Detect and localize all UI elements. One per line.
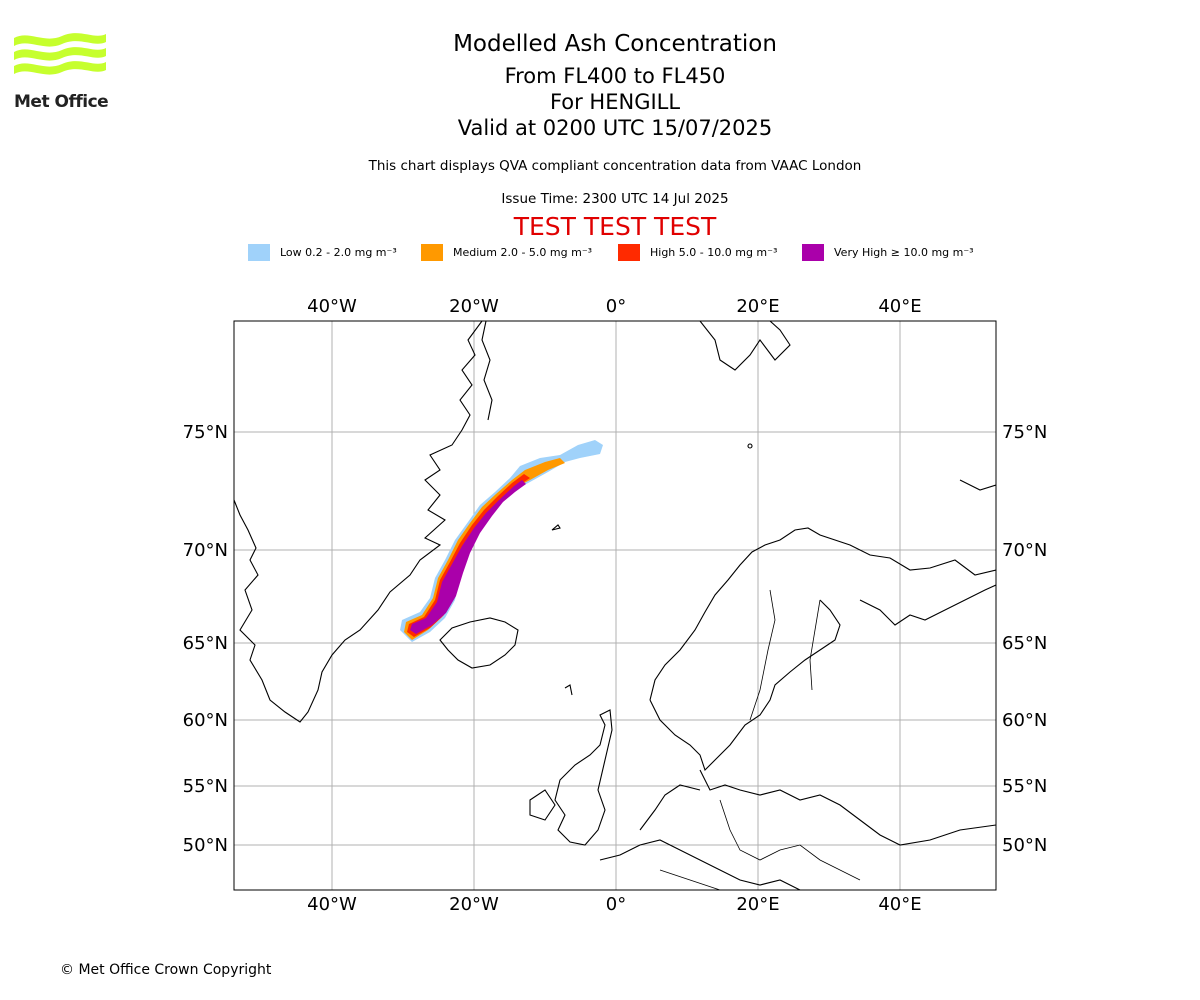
plume-very-high: [410, 480, 526, 634]
legend-swatch-medium: [421, 244, 443, 261]
lon-tick-top: 40°E: [878, 296, 921, 317]
valid-time: Valid at 0200 UTC 15/07/2025: [457, 116, 773, 140]
copyright: © Met Office Crown Copyright: [60, 962, 272, 978]
chart-title: Modelled Ash Concentration: [453, 31, 777, 57]
map-area: [234, 321, 996, 890]
lon-ticks-bottom: 40°W 20°W 0° 20°E 40°E: [307, 894, 921, 915]
greenland-coast: [234, 321, 483, 723]
legend-item-medium: Medium 2.0 - 5.0 mg m⁻³: [421, 244, 592, 261]
legend-label-very-high: Very High ≥ 10.0 mg m⁻³: [834, 246, 974, 259]
legend-item-high: High 5.0 - 10.0 mg m⁻³: [618, 244, 777, 261]
lat-tick-right: 65°N: [1002, 633, 1047, 654]
lat-tick-right: 55°N: [1002, 776, 1047, 797]
lat-tick-left: 70°N: [183, 540, 228, 561]
legend-swatch-low: [248, 244, 270, 261]
lon-tick-bottom: 40°E: [878, 894, 921, 915]
europe-coast: [699, 769, 996, 846]
lon-tick-bottom: 20°E: [736, 894, 779, 915]
legend-label-medium: Medium 2.0 - 5.0 mg m⁻³: [453, 246, 593, 259]
lat-tick-right: 70°N: [1002, 540, 1047, 561]
iceland-coast: [439, 617, 519, 669]
scandinavia-coast: [649, 527, 996, 701]
legend-swatch-very-high: [802, 244, 824, 261]
lon-tick-top: 20°E: [736, 296, 779, 317]
lon-ticks-top: 40°W 20°W 0° 20°E 40°E: [307, 296, 921, 317]
lon-tick-bottom: 0°: [606, 894, 626, 915]
legend-item-low: Low 0.2 - 2.0 mg m⁻³: [248, 244, 397, 261]
lat-tick-left: 60°N: [183, 710, 228, 731]
lat-tick-left: 65°N: [183, 633, 228, 654]
svalbard-coast: [699, 321, 791, 371]
lat-tick-right: 75°N: [1002, 422, 1047, 443]
lon-tick-bottom: 40°W: [307, 894, 357, 915]
lat-tick-left: 50°N: [183, 835, 228, 856]
lon-tick-top: 20°W: [449, 296, 499, 317]
map-frame: [233, 320, 997, 891]
lon-tick-top: 0°: [606, 296, 626, 317]
issue-time: Issue Time: 2300 UTC 14 Jul 2025: [501, 191, 729, 207]
data-note: This chart displays QVA compliant concen…: [368, 158, 862, 174]
legend-swatch-high: [618, 244, 640, 261]
lat-tick-right: 60°N: [1002, 710, 1047, 731]
volcano-location: For HENGILL: [549, 90, 681, 114]
lon-tick-top: 40°W: [307, 296, 357, 317]
lat-tick-left: 55°N: [183, 776, 228, 797]
met-office-logo-icon: [14, 33, 106, 75]
legend-label-high: High 5.0 - 10.0 mg m⁻³: [650, 246, 778, 259]
legend-item-very-high: Very High ≥ 10.0 mg m⁻³: [802, 244, 974, 261]
ash-plume: [400, 440, 603, 642]
lat-tick-right: 50°N: [1002, 835, 1047, 856]
met-office-logo-text: Met Office: [14, 92, 109, 112]
legend-label-low: Low 0.2 - 2.0 mg m⁻³: [280, 246, 397, 259]
lat-tick-left: 75°N: [183, 422, 228, 443]
lon-tick-bottom: 20°W: [449, 894, 499, 915]
british-isles-coast: [554, 709, 613, 846]
lat-ticks-right: 75°N 70°N 65°N 60°N 55°N 50°N: [1002, 422, 1047, 856]
lat-ticks-left: 75°N 70°N 65°N 60°N 55°N 50°N: [183, 422, 228, 856]
test-banner: TEST TEST TEST: [513, 212, 717, 241]
plume-high: [407, 474, 530, 637]
coastlines: [234, 321, 996, 890]
flight-levels: From FL400 to FL450: [504, 64, 726, 88]
graticule: [234, 321, 996, 890]
